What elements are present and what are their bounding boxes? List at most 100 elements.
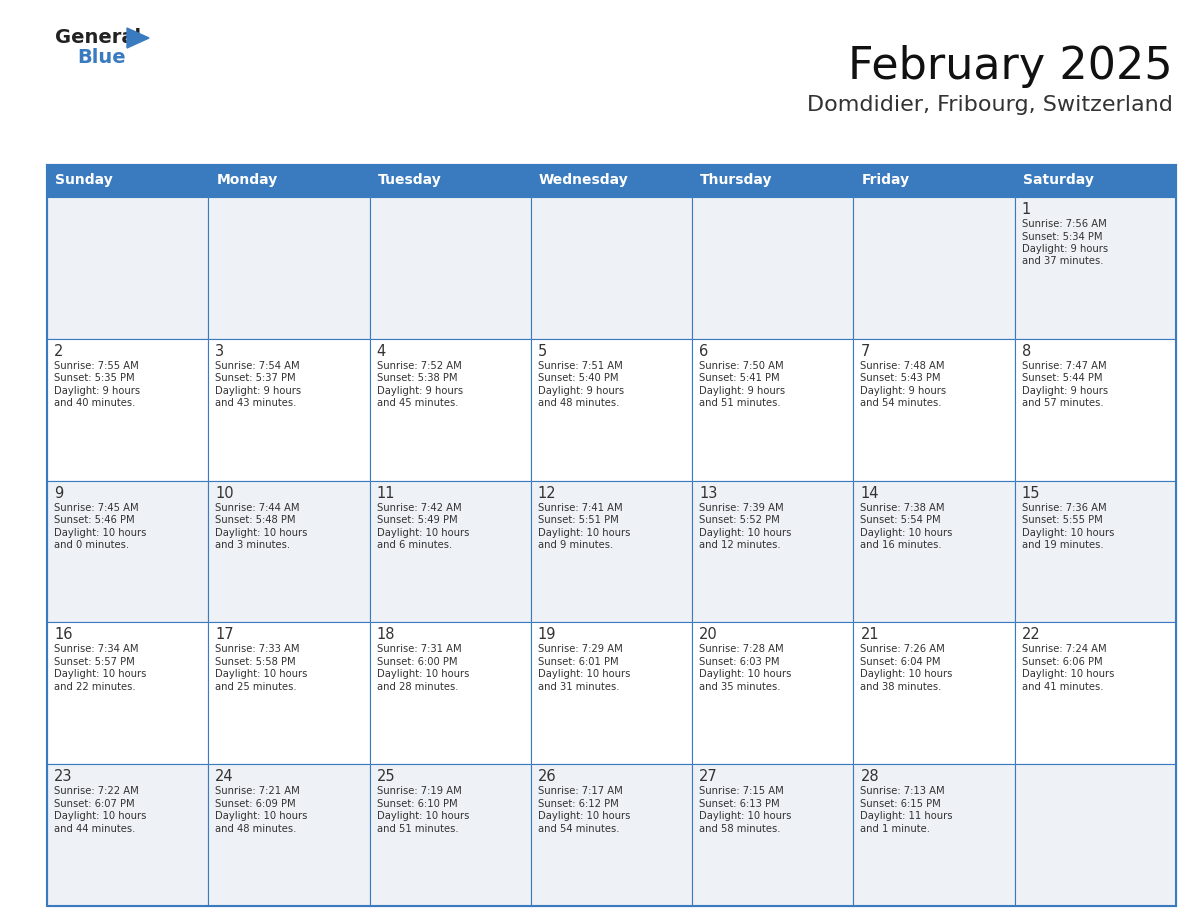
Text: Daylight: 10 hours: Daylight: 10 hours bbox=[538, 812, 630, 822]
Bar bbox=[693, 622, 853, 764]
Text: Sunrise: 7:36 AM: Sunrise: 7:36 AM bbox=[1022, 502, 1106, 512]
Text: Daylight: 9 hours: Daylight: 9 hours bbox=[53, 386, 140, 396]
Bar bbox=[853, 764, 1015, 906]
Text: Sunset: 5:35 PM: Sunset: 5:35 PM bbox=[53, 374, 134, 384]
Bar bbox=[1015, 339, 1176, 481]
Text: Sunset: 5:43 PM: Sunset: 5:43 PM bbox=[860, 374, 941, 384]
Bar bbox=[369, 165, 531, 197]
Text: Sunset: 5:48 PM: Sunset: 5:48 PM bbox=[215, 515, 296, 525]
Text: Sunset: 5:58 PM: Sunset: 5:58 PM bbox=[215, 657, 296, 666]
Text: Sunset: 6:03 PM: Sunset: 6:03 PM bbox=[700, 657, 779, 666]
Text: 10: 10 bbox=[215, 486, 234, 500]
Text: and 25 minutes.: and 25 minutes. bbox=[215, 682, 297, 692]
Bar bbox=[208, 339, 369, 481]
Bar bbox=[853, 165, 1015, 197]
Text: and 48 minutes.: and 48 minutes. bbox=[538, 398, 619, 409]
Text: and 44 minutes.: and 44 minutes. bbox=[53, 823, 135, 834]
Text: 5: 5 bbox=[538, 344, 548, 359]
Bar bbox=[48, 481, 208, 622]
Text: Sunset: 5:38 PM: Sunset: 5:38 PM bbox=[377, 374, 457, 384]
Text: and 0 minutes.: and 0 minutes. bbox=[53, 540, 129, 550]
Bar bbox=[208, 197, 369, 339]
Text: and 16 minutes.: and 16 minutes. bbox=[860, 540, 942, 550]
Text: and 57 minutes.: and 57 minutes. bbox=[1022, 398, 1104, 409]
Bar bbox=[853, 481, 1015, 622]
Bar bbox=[48, 764, 208, 906]
Text: Sunset: 5:55 PM: Sunset: 5:55 PM bbox=[1022, 515, 1102, 525]
Bar bbox=[853, 622, 1015, 764]
Text: Friday: Friday bbox=[861, 173, 910, 187]
Bar bbox=[1015, 764, 1176, 906]
Text: Sunset: 5:34 PM: Sunset: 5:34 PM bbox=[1022, 231, 1102, 241]
Text: and 38 minutes.: and 38 minutes. bbox=[860, 682, 942, 692]
Bar bbox=[1015, 481, 1176, 622]
Bar bbox=[208, 622, 369, 764]
Text: Saturday: Saturday bbox=[1023, 173, 1094, 187]
Bar bbox=[369, 339, 531, 481]
Text: Sunset: 5:44 PM: Sunset: 5:44 PM bbox=[1022, 374, 1102, 384]
Text: Daylight: 9 hours: Daylight: 9 hours bbox=[860, 386, 947, 396]
Text: Sunrise: 7:29 AM: Sunrise: 7:29 AM bbox=[538, 644, 623, 655]
Text: and 41 minutes.: and 41 minutes. bbox=[1022, 682, 1104, 692]
Text: Daylight: 10 hours: Daylight: 10 hours bbox=[538, 669, 630, 679]
Text: Sunset: 6:13 PM: Sunset: 6:13 PM bbox=[700, 799, 779, 809]
Bar bbox=[208, 165, 369, 197]
Text: and 9 minutes.: and 9 minutes. bbox=[538, 540, 613, 550]
Text: Sunrise: 7:38 AM: Sunrise: 7:38 AM bbox=[860, 502, 944, 512]
Bar bbox=[48, 165, 1176, 197]
Text: Daylight: 11 hours: Daylight: 11 hours bbox=[860, 812, 953, 822]
Text: Sunset: 6:10 PM: Sunset: 6:10 PM bbox=[377, 799, 457, 809]
Text: Sunrise: 7:56 AM: Sunrise: 7:56 AM bbox=[1022, 219, 1106, 229]
Bar bbox=[48, 481, 208, 622]
Text: 2: 2 bbox=[53, 344, 63, 359]
Bar bbox=[693, 165, 853, 197]
Text: Sunset: 6:15 PM: Sunset: 6:15 PM bbox=[860, 799, 941, 809]
Bar bbox=[208, 622, 369, 764]
Bar bbox=[369, 481, 531, 622]
Text: Sunrise: 7:54 AM: Sunrise: 7:54 AM bbox=[215, 361, 299, 371]
Bar bbox=[853, 622, 1015, 764]
Text: and 22 minutes.: and 22 minutes. bbox=[53, 682, 135, 692]
Text: and 54 minutes.: and 54 minutes. bbox=[538, 823, 619, 834]
Text: Sunrise: 7:48 AM: Sunrise: 7:48 AM bbox=[860, 361, 944, 371]
Text: Sunrise: 7:26 AM: Sunrise: 7:26 AM bbox=[860, 644, 946, 655]
Text: and 28 minutes.: and 28 minutes. bbox=[377, 682, 459, 692]
Text: Sunrise: 7:45 AM: Sunrise: 7:45 AM bbox=[53, 502, 139, 512]
Text: Sunrise: 7:52 AM: Sunrise: 7:52 AM bbox=[377, 361, 461, 371]
Text: Sunrise: 7:15 AM: Sunrise: 7:15 AM bbox=[700, 786, 784, 796]
Bar bbox=[531, 339, 693, 481]
Text: Sunrise: 7:55 AM: Sunrise: 7:55 AM bbox=[53, 361, 139, 371]
Text: Sunrise: 7:19 AM: Sunrise: 7:19 AM bbox=[377, 786, 461, 796]
Text: Daylight: 9 hours: Daylight: 9 hours bbox=[538, 386, 624, 396]
Text: Sunset: 5:37 PM: Sunset: 5:37 PM bbox=[215, 374, 296, 384]
Text: Sunrise: 7:41 AM: Sunrise: 7:41 AM bbox=[538, 502, 623, 512]
Text: Sunrise: 7:31 AM: Sunrise: 7:31 AM bbox=[377, 644, 461, 655]
Text: Sunday: Sunday bbox=[55, 173, 113, 187]
Text: Daylight: 10 hours: Daylight: 10 hours bbox=[700, 812, 791, 822]
Text: 9: 9 bbox=[53, 486, 63, 500]
Text: Sunset: 6:09 PM: Sunset: 6:09 PM bbox=[215, 799, 296, 809]
Bar bbox=[1015, 622, 1176, 764]
Text: Daylight: 10 hours: Daylight: 10 hours bbox=[1022, 669, 1114, 679]
Text: Sunset: 5:52 PM: Sunset: 5:52 PM bbox=[700, 515, 779, 525]
Text: Daylight: 10 hours: Daylight: 10 hours bbox=[377, 528, 469, 538]
Bar bbox=[531, 764, 693, 906]
Bar bbox=[48, 197, 208, 339]
Bar bbox=[369, 764, 531, 906]
Bar bbox=[693, 764, 853, 906]
Text: and 31 minutes.: and 31 minutes. bbox=[538, 682, 619, 692]
Bar bbox=[369, 339, 531, 481]
Text: and 43 minutes.: and 43 minutes. bbox=[215, 398, 297, 409]
Bar bbox=[48, 197, 208, 339]
Text: 26: 26 bbox=[538, 769, 556, 784]
Text: Sunset: 5:57 PM: Sunset: 5:57 PM bbox=[53, 657, 134, 666]
Text: Sunset: 5:49 PM: Sunset: 5:49 PM bbox=[377, 515, 457, 525]
Text: 14: 14 bbox=[860, 486, 879, 500]
Text: 18: 18 bbox=[377, 627, 396, 643]
Text: Daylight: 10 hours: Daylight: 10 hours bbox=[1022, 528, 1114, 538]
Bar bbox=[853, 197, 1015, 339]
Text: 21: 21 bbox=[860, 627, 879, 643]
Bar bbox=[48, 165, 1176, 906]
Text: and 19 minutes.: and 19 minutes. bbox=[1022, 540, 1104, 550]
Bar bbox=[369, 481, 531, 622]
